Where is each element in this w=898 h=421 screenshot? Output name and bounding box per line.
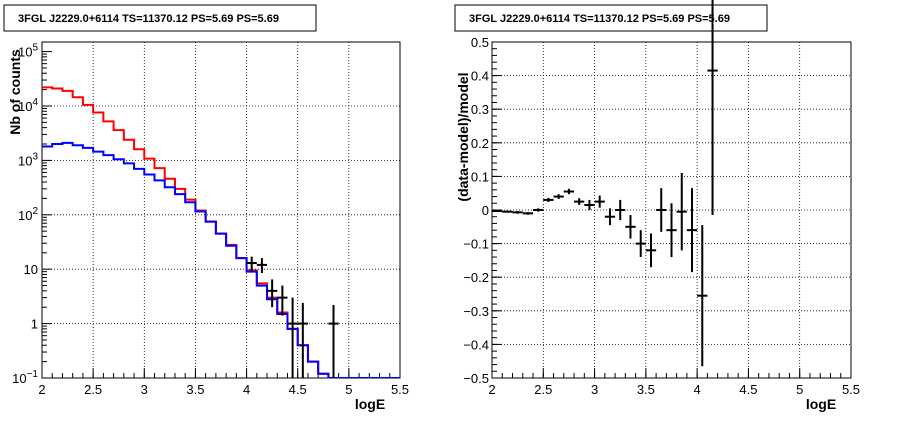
y-tick-label: 0.4: [471, 69, 489, 84]
x-tick-label: 4: [243, 382, 250, 397]
x-axis-label: logE: [355, 396, 385, 412]
x-tick-label: 4.5: [289, 382, 307, 397]
x-tick-label: 5: [796, 382, 803, 397]
model-step-line-blue: [42, 141, 400, 378]
x-tick-label: 5.5: [842, 382, 860, 397]
x-tick-label: 3.5: [186, 382, 204, 397]
y-tick-label: 0: [482, 203, 489, 218]
x-tick-label: 2.5: [84, 382, 102, 397]
y-tick-label: 104: [18, 97, 38, 114]
y-tick-label: 0.2: [471, 136, 489, 151]
y-tick-label: −0.2: [463, 270, 489, 285]
y-tick-label: 102: [18, 206, 38, 223]
chart-title: 3FGL J2229.0+6114 TS=11370.12 PS=5.69 PS…: [469, 13, 730, 25]
x-tick-label: 2: [38, 382, 45, 397]
x-tick-label: 2.5: [534, 382, 552, 397]
chart-panel-2: 3FGL J2229.0+6114 TS=11370.12 PS=5.69 PS…: [454, 0, 860, 412]
y-tick-label: 0.1: [471, 169, 489, 184]
y-tick-label: 10: [24, 262, 38, 277]
x-tick-label: 4: [694, 382, 701, 397]
y-tick-label: 0.5: [471, 35, 489, 50]
y-tick-label: −0.1: [463, 237, 489, 252]
y-axis-label: Nb of counts: [7, 49, 23, 135]
y-tick-label: −0.5: [463, 371, 489, 386]
y-tick-label: −0.4: [463, 337, 489, 352]
x-tick-label: 3: [591, 382, 598, 397]
chart-panel-1: 3FGL J2229.0+6114 TS=11370.12 PS=5.69 PS…: [3, 4, 409, 412]
title-box: [3, 4, 317, 32]
y-tick-label: −0.3: [463, 304, 489, 319]
x-tick-label: 4.5: [739, 382, 757, 397]
x-tick-label: 2: [488, 382, 495, 397]
chart-title: 3FGL J2229.0+6114 TS=11370.12 PS=5.69 PS…: [18, 13, 279, 25]
y-tick-label: 0.3: [471, 102, 489, 117]
y-tick-label: 105: [18, 43, 38, 60]
title-box: [454, 4, 768, 32]
y-tick-label: 1: [31, 317, 38, 332]
x-tick-label: 5: [345, 382, 352, 397]
plot-frame: [41, 41, 401, 379]
y-tick-label: 10−1: [12, 369, 38, 386]
y-axis-label: (data-model)/model: [455, 72, 471, 201]
x-tick-label: 5.5: [391, 382, 409, 397]
x-axis-label: logE: [806, 396, 836, 412]
x-tick-label: 3.5: [637, 382, 655, 397]
x-tick-label: 3: [141, 382, 148, 397]
y-tick-label: 103: [18, 151, 38, 168]
